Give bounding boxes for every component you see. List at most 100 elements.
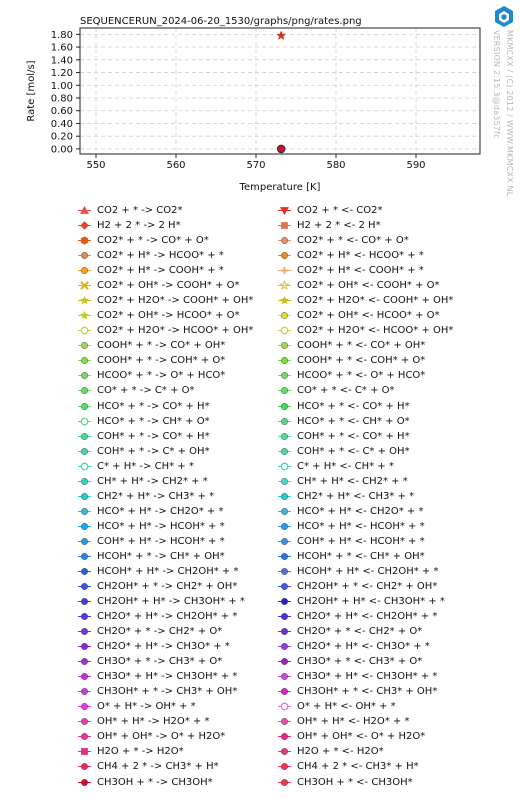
legend-marker-icon <box>278 237 291 245</box>
legend-label: HCO* + * -> CH* + O* <box>97 415 210 427</box>
legend-marker <box>280 207 289 216</box>
legend-label: OH* + H* <- H2O* + * <box>297 716 410 728</box>
legend-marker-icon <box>278 643 291 651</box>
legend-entry: CO2* + * -> CO* + O* <box>78 233 209 248</box>
legend-label: H2 + 2 * <- 2 H* <box>297 220 381 232</box>
legend-marker <box>281 372 288 380</box>
legend-marker <box>81 387 88 395</box>
legend-marker-icon <box>278 402 291 410</box>
legend-marker-icon <box>278 702 291 711</box>
y-tick-label: 1.60 <box>51 43 73 54</box>
legend-entry: CO2* + H2O* <- HCOO* + OH* <box>278 323 453 338</box>
legend-entry: COOH* + * -> COH* + O* <box>78 353 225 368</box>
legend-marker <box>281 537 288 545</box>
x-tick-label: 550 <box>86 160 105 171</box>
legend-label: CH2* + H* <- CH3* + * <box>297 490 415 502</box>
legend-label: COH* + * -> C* + OH* <box>97 445 210 457</box>
legend-marker <box>81 267 88 275</box>
legend-label: CO2* + H2O* <- HCOO* + OH* <box>297 325 454 337</box>
legend-marker-icon <box>278 568 291 575</box>
legend-marker-icon <box>278 718 291 726</box>
legend-label: CH3O* + * <- CH3* + O* <box>297 656 423 668</box>
legend-label: CH2O* + * -> CH2* + O* <box>97 626 223 638</box>
legend-marker <box>81 372 88 380</box>
legend-label: CO2* + OH* -> HCOO* + O* <box>97 310 240 322</box>
data-points <box>276 30 287 154</box>
legend-marker-icon <box>78 688 91 696</box>
legend-entry: CO2 + * -> CO2* <box>78 203 183 218</box>
legend-marker-icon <box>278 552 291 560</box>
legend-entry: CH2O* + * <- CH2* + O* <box>278 624 422 639</box>
legend-entry: OH* + H* <- H2O* + * <box>278 714 409 729</box>
legend-marker <box>280 702 289 711</box>
legend-entry: C* + H* <- CH* + * <box>278 459 394 474</box>
legend-marker <box>81 522 88 530</box>
legend-entry: O* + H* <- OH* + * <box>278 699 396 714</box>
legend-marker-icon <box>278 492 291 500</box>
legend-label: O* + H* <- OH* + * <box>297 701 396 713</box>
legend-marker-icon <box>78 205 91 214</box>
legend-label: CO2* + OH* <- HCOO* + O* <box>297 310 440 322</box>
legend-entry: HCOH* + * -> CH* + OH* <box>78 549 225 564</box>
legend-label: HCOH* + H* <- CH2OH* + * <box>297 565 439 577</box>
legend-label: CH3OH + * -> CH3OH* <box>97 776 213 788</box>
legend-entry: CO2* + H* -> COOH* + * <box>78 263 224 278</box>
y-tick-label: 0.80 <box>51 94 73 105</box>
legend-label: CO2* + * <- CO* + O* <box>297 235 409 247</box>
legend-entry: CH2* + H* <- CH3* + * <box>278 489 414 504</box>
legend-marker <box>81 778 88 786</box>
legend-entry: H2O + * <- H2O* <box>278 744 384 759</box>
legend-entry: COH* + * <- C* + OH* <box>278 444 410 459</box>
legend-marker-icon <box>78 628 91 636</box>
legend-marker-icon <box>278 688 291 696</box>
legend-label: HCOH* + * -> CH* + OH* <box>97 550 225 562</box>
legend-label: H2O + * <- H2O* <box>297 746 384 758</box>
legend-marker <box>81 507 88 515</box>
legend-marker-icon <box>278 628 291 636</box>
legend-marker-icon <box>278 613 291 621</box>
legend-marker-icon <box>78 703 91 711</box>
legend-marker <box>80 221 89 230</box>
legend-marker-icon <box>278 507 291 515</box>
legend-entry: COOH* + * -> CO* + OH* <box>78 338 225 353</box>
legend-label: CO2 + * -> CO2* <box>97 205 183 216</box>
legend-marker-icon <box>78 537 91 545</box>
legend-marker <box>281 583 288 590</box>
legend-entry: CO* + * -> C* + O* <box>78 383 195 398</box>
legend-label: CO2* + H* <- COOH* + * <box>297 265 424 277</box>
legend-label: CH2O* + H* -> CH3O* + * <box>97 641 230 653</box>
legend-marker-icon <box>78 221 91 230</box>
legend-marker <box>281 417 288 425</box>
legend-marker-icon <box>78 477 91 485</box>
grid <box>80 28 480 154</box>
legend-marker-icon <box>278 372 291 380</box>
legend-label: CH2O* + H* -> CH2OH* + * <box>97 611 238 623</box>
legend-marker <box>81 613 88 621</box>
legend-entry: CO2* + OH* -> HCOO* + O* <box>78 308 240 323</box>
legend-marker <box>281 733 288 741</box>
x-tick-label: 590 <box>406 160 425 171</box>
legend-marker <box>81 688 88 696</box>
legend-entry: HCOH* + H* -> CH2OH* + * <box>78 564 238 579</box>
legend-entry: HCOO* + * <- O* + HCO* <box>278 368 425 383</box>
legend-marker <box>81 477 88 485</box>
y-tick-label: 1.00 <box>51 81 73 92</box>
legend-label: CO2* + H2O* -> HCOO* + OH* <box>97 325 254 337</box>
legend-label: CO2* + H2O* <- COOH* + OH* <box>297 295 454 307</box>
legend-marker <box>81 342 88 350</box>
legend-label: O* + H* -> OH* + * <box>97 701 196 713</box>
legend-marker-icon <box>278 537 291 545</box>
legend-marker-icon <box>278 583 291 590</box>
legend-label: CH2OH* + H* <- CH3OH* + * <box>297 596 445 608</box>
legend-marker <box>81 402 88 410</box>
y-axis-ticks: 0.000.20 0.40 0.600.80 1.00 1.20 1.401.60 1.80 <box>51 30 80 155</box>
legend-label: HCO* + * -> CO* + H* <box>97 400 210 412</box>
legend-marker-icon <box>278 252 291 260</box>
legend-label: CO2* + H* -> HCOO* + * <box>97 250 224 262</box>
legend-marker-icon <box>78 658 91 666</box>
legend-marker <box>279 295 290 305</box>
legend-entry: CO2* + OH* <- COOH* + O* <box>278 278 440 293</box>
y-tick-label: 1.80 <box>51 30 73 41</box>
legend-marker-icon <box>78 236 91 245</box>
legend-label: CH* + H* -> CH2* + * <box>97 475 208 487</box>
